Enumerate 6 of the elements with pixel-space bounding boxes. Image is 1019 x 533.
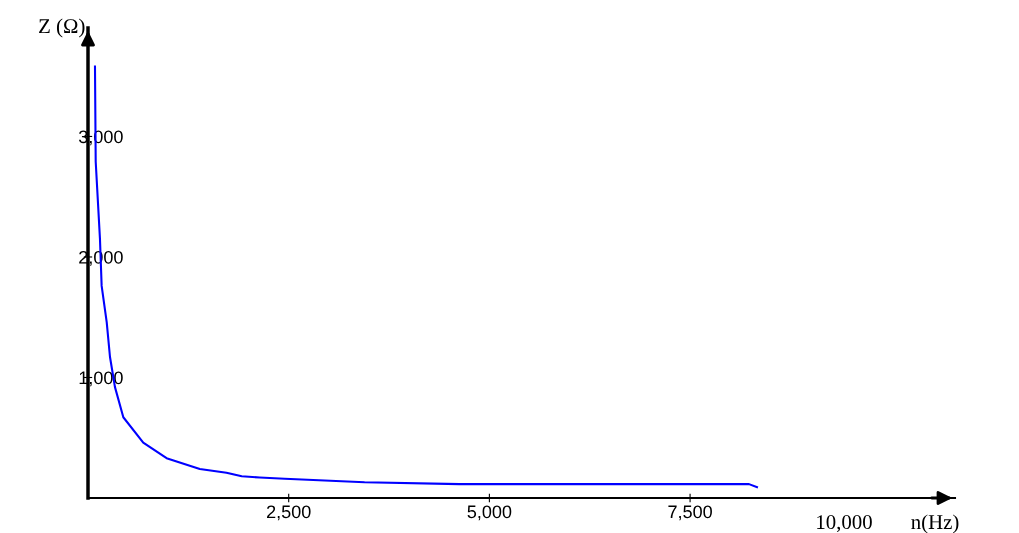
x-tick-label: 7,500 [668, 505, 712, 521]
text: 10,000 [817, 515, 872, 533]
x-tick-label: 2,500 [267, 505, 311, 521]
y-axis-title: Z (Ω) [39, 18, 85, 38]
x-axis-title: n(Hz) [911, 514, 959, 533]
x-tick-label: 5,000 [467, 505, 512, 521]
